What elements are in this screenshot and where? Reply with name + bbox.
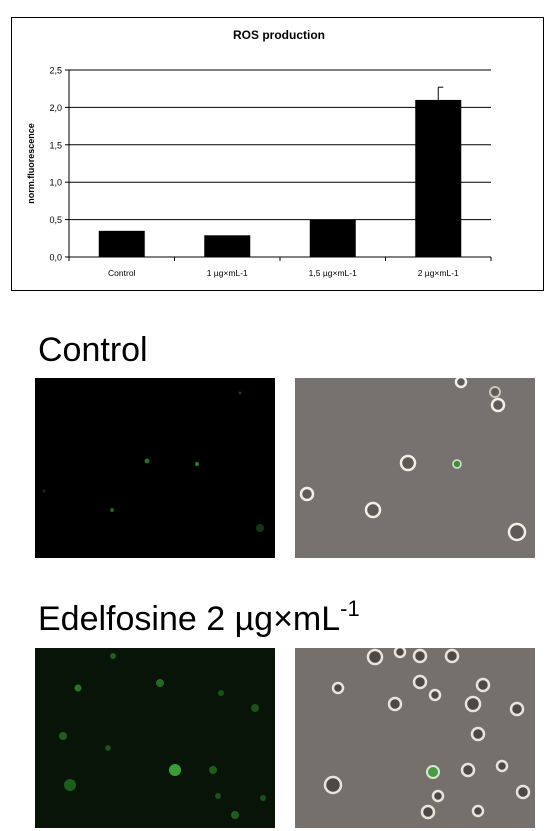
control-heading: Control (38, 331, 148, 369)
y-tick-label: 1,0 (49, 178, 62, 188)
x-tick-label: 1 µg×mL-1 (207, 268, 248, 278)
ros-chart: ROS production 0,0 0,5 1,0 1,5 2,0 2,5 norm.flu… (11, 17, 544, 291)
y-tick-label: 2,5 (49, 66, 62, 76)
edelfosine-fluorescence-image (35, 648, 275, 828)
bar (204, 235, 251, 257)
bar (98, 230, 145, 257)
control-phase-contrast-image (295, 378, 535, 558)
treatment-heading-text: Edelfosine 2 µg×mL (38, 600, 341, 638)
y-tick-label: 1,5 (49, 140, 62, 150)
bar (415, 99, 462, 257)
x-tick-label: 2 µg×mL-1 (418, 268, 459, 278)
control-fluorescence-image (35, 378, 275, 558)
chart-title: ROS production (233, 28, 325, 42)
x-tick-label: Control (108, 268, 136, 278)
y-tick-label: 0,0 (49, 253, 62, 263)
y-tick-label: 0,5 (49, 215, 62, 225)
edelfosine-phase-contrast-image (295, 648, 535, 828)
y-axis-label: norm.fluorescence (26, 123, 36, 204)
y-tick-label: 2,0 (49, 103, 62, 113)
bar (309, 219, 356, 257)
treatment-heading: Edelfosine 2 µg×mL-1 (38, 598, 360, 638)
treatment-heading-superscript: -1 (340, 596, 360, 621)
ros-chart-svg: ROS production 0,0 0,5 1,0 1,5 2,0 2,5 norm.flu… (26, 28, 492, 278)
x-tick-label: 1,5 µg×mL-1 (309, 268, 357, 278)
